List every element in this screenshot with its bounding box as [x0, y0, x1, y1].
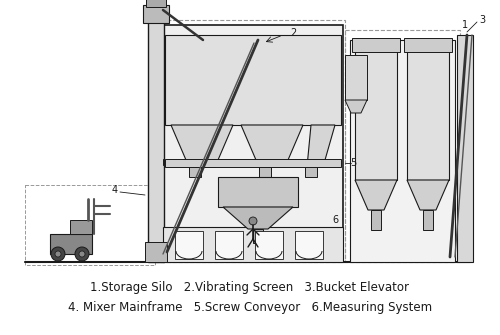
- Bar: [253, 229, 263, 243]
- Bar: [345, 30, 460, 262]
- Bar: [404, 38, 452, 52]
- Bar: [371, 210, 381, 230]
- Circle shape: [75, 247, 89, 261]
- Bar: [295, 231, 323, 259]
- Bar: [163, 159, 164, 165]
- Polygon shape: [241, 125, 303, 167]
- Bar: [165, 159, 341, 167]
- Bar: [423, 210, 433, 230]
- Bar: [163, 25, 343, 262]
- Bar: [175, 231, 203, 259]
- Polygon shape: [70, 220, 92, 234]
- Text: 1.Storage Silo   2.Vibrating Screen   3.Bucket Elevator: 1.Storage Silo 2.Vibrating Screen 3.Buck…: [90, 281, 409, 294]
- Bar: [155, 20, 345, 262]
- Bar: [143, 5, 169, 23]
- Polygon shape: [223, 207, 293, 229]
- Text: 1: 1: [462, 20, 468, 30]
- Bar: [350, 40, 455, 262]
- Bar: [189, 167, 201, 177]
- Circle shape: [51, 247, 65, 261]
- Polygon shape: [407, 180, 449, 210]
- Polygon shape: [345, 100, 367, 113]
- Polygon shape: [50, 234, 92, 254]
- Text: 2: 2: [290, 28, 296, 38]
- Bar: [146, 0, 166, 7]
- Bar: [259, 167, 271, 177]
- Bar: [145, 242, 167, 262]
- Bar: [215, 231, 243, 259]
- Bar: [407, 50, 449, 180]
- Bar: [345, 55, 367, 100]
- Bar: [218, 177, 298, 207]
- Circle shape: [79, 251, 85, 257]
- Bar: [305, 167, 317, 177]
- Polygon shape: [307, 125, 335, 167]
- Bar: [165, 35, 341, 125]
- Circle shape: [55, 251, 61, 257]
- Text: 4: 4: [112, 185, 118, 195]
- Bar: [148, 5, 164, 262]
- Text: 4. Mixer Mainframe   5.Screw Conveyor   6.Measuring System: 4. Mixer Mainframe 5.Screw Conveyor 6.Me…: [68, 302, 432, 315]
- Text: 3: 3: [479, 15, 485, 25]
- Bar: [255, 231, 283, 259]
- Circle shape: [249, 217, 257, 225]
- Polygon shape: [171, 125, 233, 167]
- Bar: [25, 185, 155, 265]
- Bar: [355, 50, 397, 180]
- Text: 6: 6: [332, 215, 338, 225]
- Bar: [163, 227, 343, 262]
- Polygon shape: [355, 180, 397, 210]
- Bar: [352, 38, 400, 52]
- Bar: [457, 35, 473, 262]
- Text: 5: 5: [350, 158, 356, 168]
